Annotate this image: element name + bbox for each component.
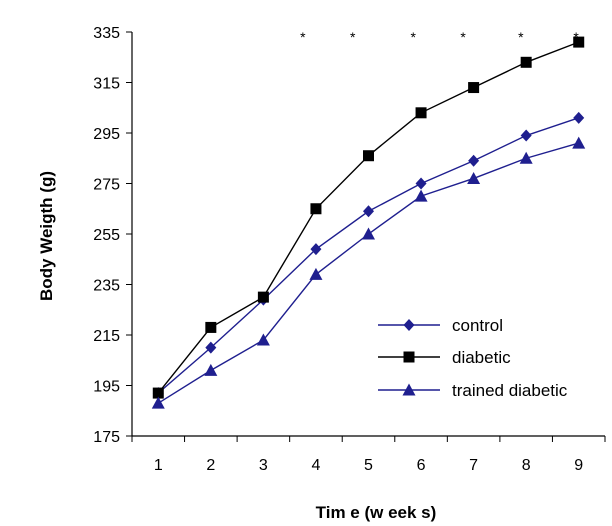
legend-label: diabetic xyxy=(452,348,511,367)
data-point-diabetic xyxy=(363,150,374,162)
y-axis-ticks: 175 195 215 235 255 275 295 315 335 xyxy=(93,25,132,446)
x-axis-title: Tim e (w eek s) xyxy=(316,503,437,522)
series-lines xyxy=(157,41,579,404)
y-tick-label: 295 xyxy=(93,126,120,143)
legend: control diabetic trained diabetic xyxy=(378,316,568,400)
x-axis-ticks: 1 2 3 4 5 6 7 8 9 xyxy=(131,436,606,474)
data-point-control xyxy=(520,129,532,142)
series-line-trained-diabetic xyxy=(157,142,579,404)
y-tick-label: 195 xyxy=(93,379,120,396)
legend-marker xyxy=(402,383,416,396)
y-axis-title: Body Weigth (g) xyxy=(37,171,56,301)
data-point-trained-diabetic xyxy=(309,267,323,280)
data-point-trained-diabetic xyxy=(362,227,375,240)
x-tick-label: 1 xyxy=(154,457,163,474)
significance-star: * xyxy=(300,29,306,45)
x-tick-label: 9 xyxy=(574,457,583,474)
y-tick-label: 315 xyxy=(93,76,120,93)
data-point-control xyxy=(310,243,322,256)
y-tick-label: 255 xyxy=(93,227,120,244)
data-point-diabetic xyxy=(205,321,217,333)
significance-star: * xyxy=(350,29,356,45)
x-tick-label: 2 xyxy=(206,457,215,474)
legend-label: control xyxy=(452,316,503,335)
x-tick-label: 5 xyxy=(364,457,373,474)
legend-marker xyxy=(403,351,415,363)
y-tick-label: 335 xyxy=(93,25,120,42)
series-markers xyxy=(151,36,586,409)
significance-star: * xyxy=(460,29,466,45)
x-tick-label: 4 xyxy=(311,457,320,474)
data-point-control xyxy=(468,154,480,167)
data-point-trained-diabetic xyxy=(204,363,218,376)
significance-markers: * * * * * * xyxy=(300,29,579,45)
series-line-diabetic xyxy=(157,41,579,394)
y-tick-label: 275 xyxy=(93,177,120,194)
data-point-diabetic xyxy=(415,107,427,119)
data-point-trained-diabetic xyxy=(414,189,428,202)
data-point-diabetic xyxy=(310,203,322,215)
data-point-trained-diabetic xyxy=(519,151,533,164)
y-tick-label: 215 xyxy=(93,328,120,345)
x-tick-label: 7 xyxy=(469,457,478,474)
data-point-diabetic xyxy=(468,82,480,94)
data-point-diabetic xyxy=(573,36,585,48)
data-point-control xyxy=(573,111,585,124)
data-point-trained-diabetic xyxy=(256,333,270,346)
y-tick-label: 235 xyxy=(93,278,120,295)
legend-marker xyxy=(403,319,415,331)
data-point-control xyxy=(363,205,374,218)
significance-star: * xyxy=(518,29,524,45)
significance-star: * xyxy=(573,29,579,45)
data-point-diabetic xyxy=(152,387,164,399)
data-point-diabetic xyxy=(520,56,532,68)
data-point-trained-diabetic xyxy=(151,396,165,409)
data-point-control xyxy=(415,177,427,190)
x-tick-label: 6 xyxy=(417,457,426,474)
y-tick-label: 175 xyxy=(93,429,120,446)
data-point-trained-diabetic xyxy=(572,136,586,149)
significance-star: * xyxy=(410,29,416,45)
data-point-diabetic xyxy=(257,291,269,303)
data-point-control xyxy=(205,341,217,354)
x-tick-label: 8 xyxy=(522,457,531,474)
data-point-trained-diabetic xyxy=(467,171,481,184)
x-tick-label: 3 xyxy=(259,457,268,474)
legend-label: trained diabetic xyxy=(452,381,568,400)
